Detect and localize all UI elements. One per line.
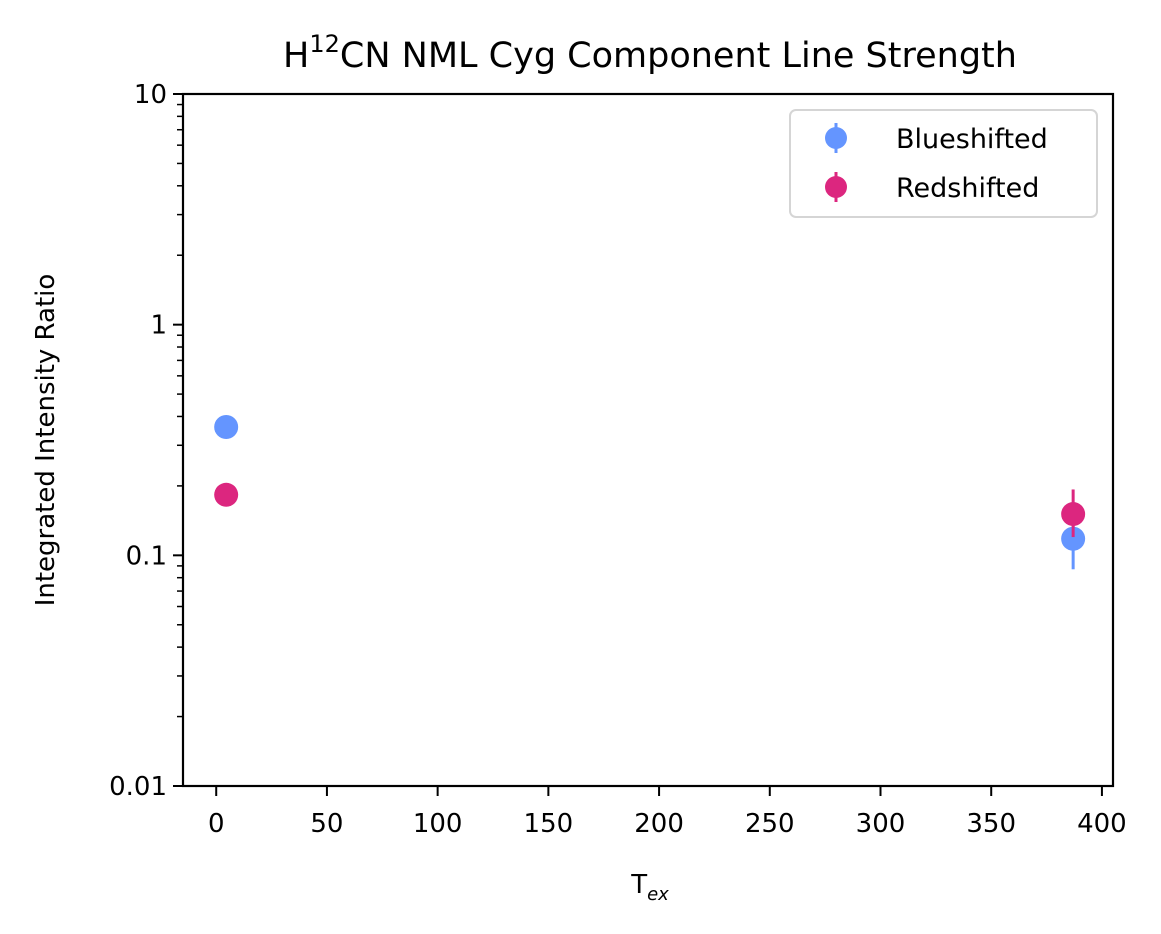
- legend-entry-redshifted: Redshifted: [825, 172, 1039, 204]
- x-tick-label: 400: [1077, 809, 1127, 839]
- points-layer: [214, 415, 1086, 570]
- data-point: [1061, 502, 1086, 527]
- legend-label-blueshifted: Blueshifted: [896, 124, 1048, 155]
- legend-entry-blueshifted: Blueshifted: [825, 123, 1048, 155]
- y-tick-label: 0.01: [109, 772, 167, 802]
- chart-title-suffix: CN NML Cyg Component Line Strength: [340, 36, 1017, 76]
- y-axis-label: Integrated Intensity Ratio: [31, 274, 61, 607]
- x-tick-label: 150: [524, 809, 574, 839]
- data-point: [214, 482, 239, 507]
- legend-label-redshifted: Redshifted: [896, 173, 1039, 204]
- plot-frame: [181, 92, 1115, 788]
- x-axis-label-subscript: ex: [647, 884, 669, 905]
- chart-title-superscript: 12: [309, 30, 340, 58]
- legend-box: [789, 109, 1098, 218]
- x-tick-label: 50: [310, 809, 343, 839]
- x-tick-label: 200: [634, 809, 684, 839]
- x-tick-label: 350: [966, 809, 1016, 839]
- data-point: [214, 415, 239, 440]
- ticks-layer: 0 50 100 150 200 250 300 350 400 0.01 0.1 1 10: [109, 80, 1127, 839]
- y-tick-label: 1: [150, 311, 167, 341]
- data-point: [1061, 526, 1086, 551]
- legend: Blueshifted Redshifted: [789, 109, 1098, 218]
- chart-title: H12CN NML Cyg Component Line Strength: [283, 30, 1017, 76]
- x-axis-label-main: T: [630, 870, 647, 900]
- x-tick-label: 300: [856, 809, 906, 839]
- y-tick-label: 10: [134, 80, 167, 110]
- chart-title-prefix: H: [283, 36, 309, 76]
- x-tick-label: 250: [745, 809, 795, 839]
- x-tick-label: 0: [208, 809, 225, 839]
- y-tick-label: 0.1: [126, 541, 167, 571]
- legend-marker: [825, 176, 847, 198]
- x-tick-label: 100: [413, 809, 463, 839]
- legend-marker: [825, 127, 847, 149]
- x-axis-label: Tex: [630, 870, 669, 905]
